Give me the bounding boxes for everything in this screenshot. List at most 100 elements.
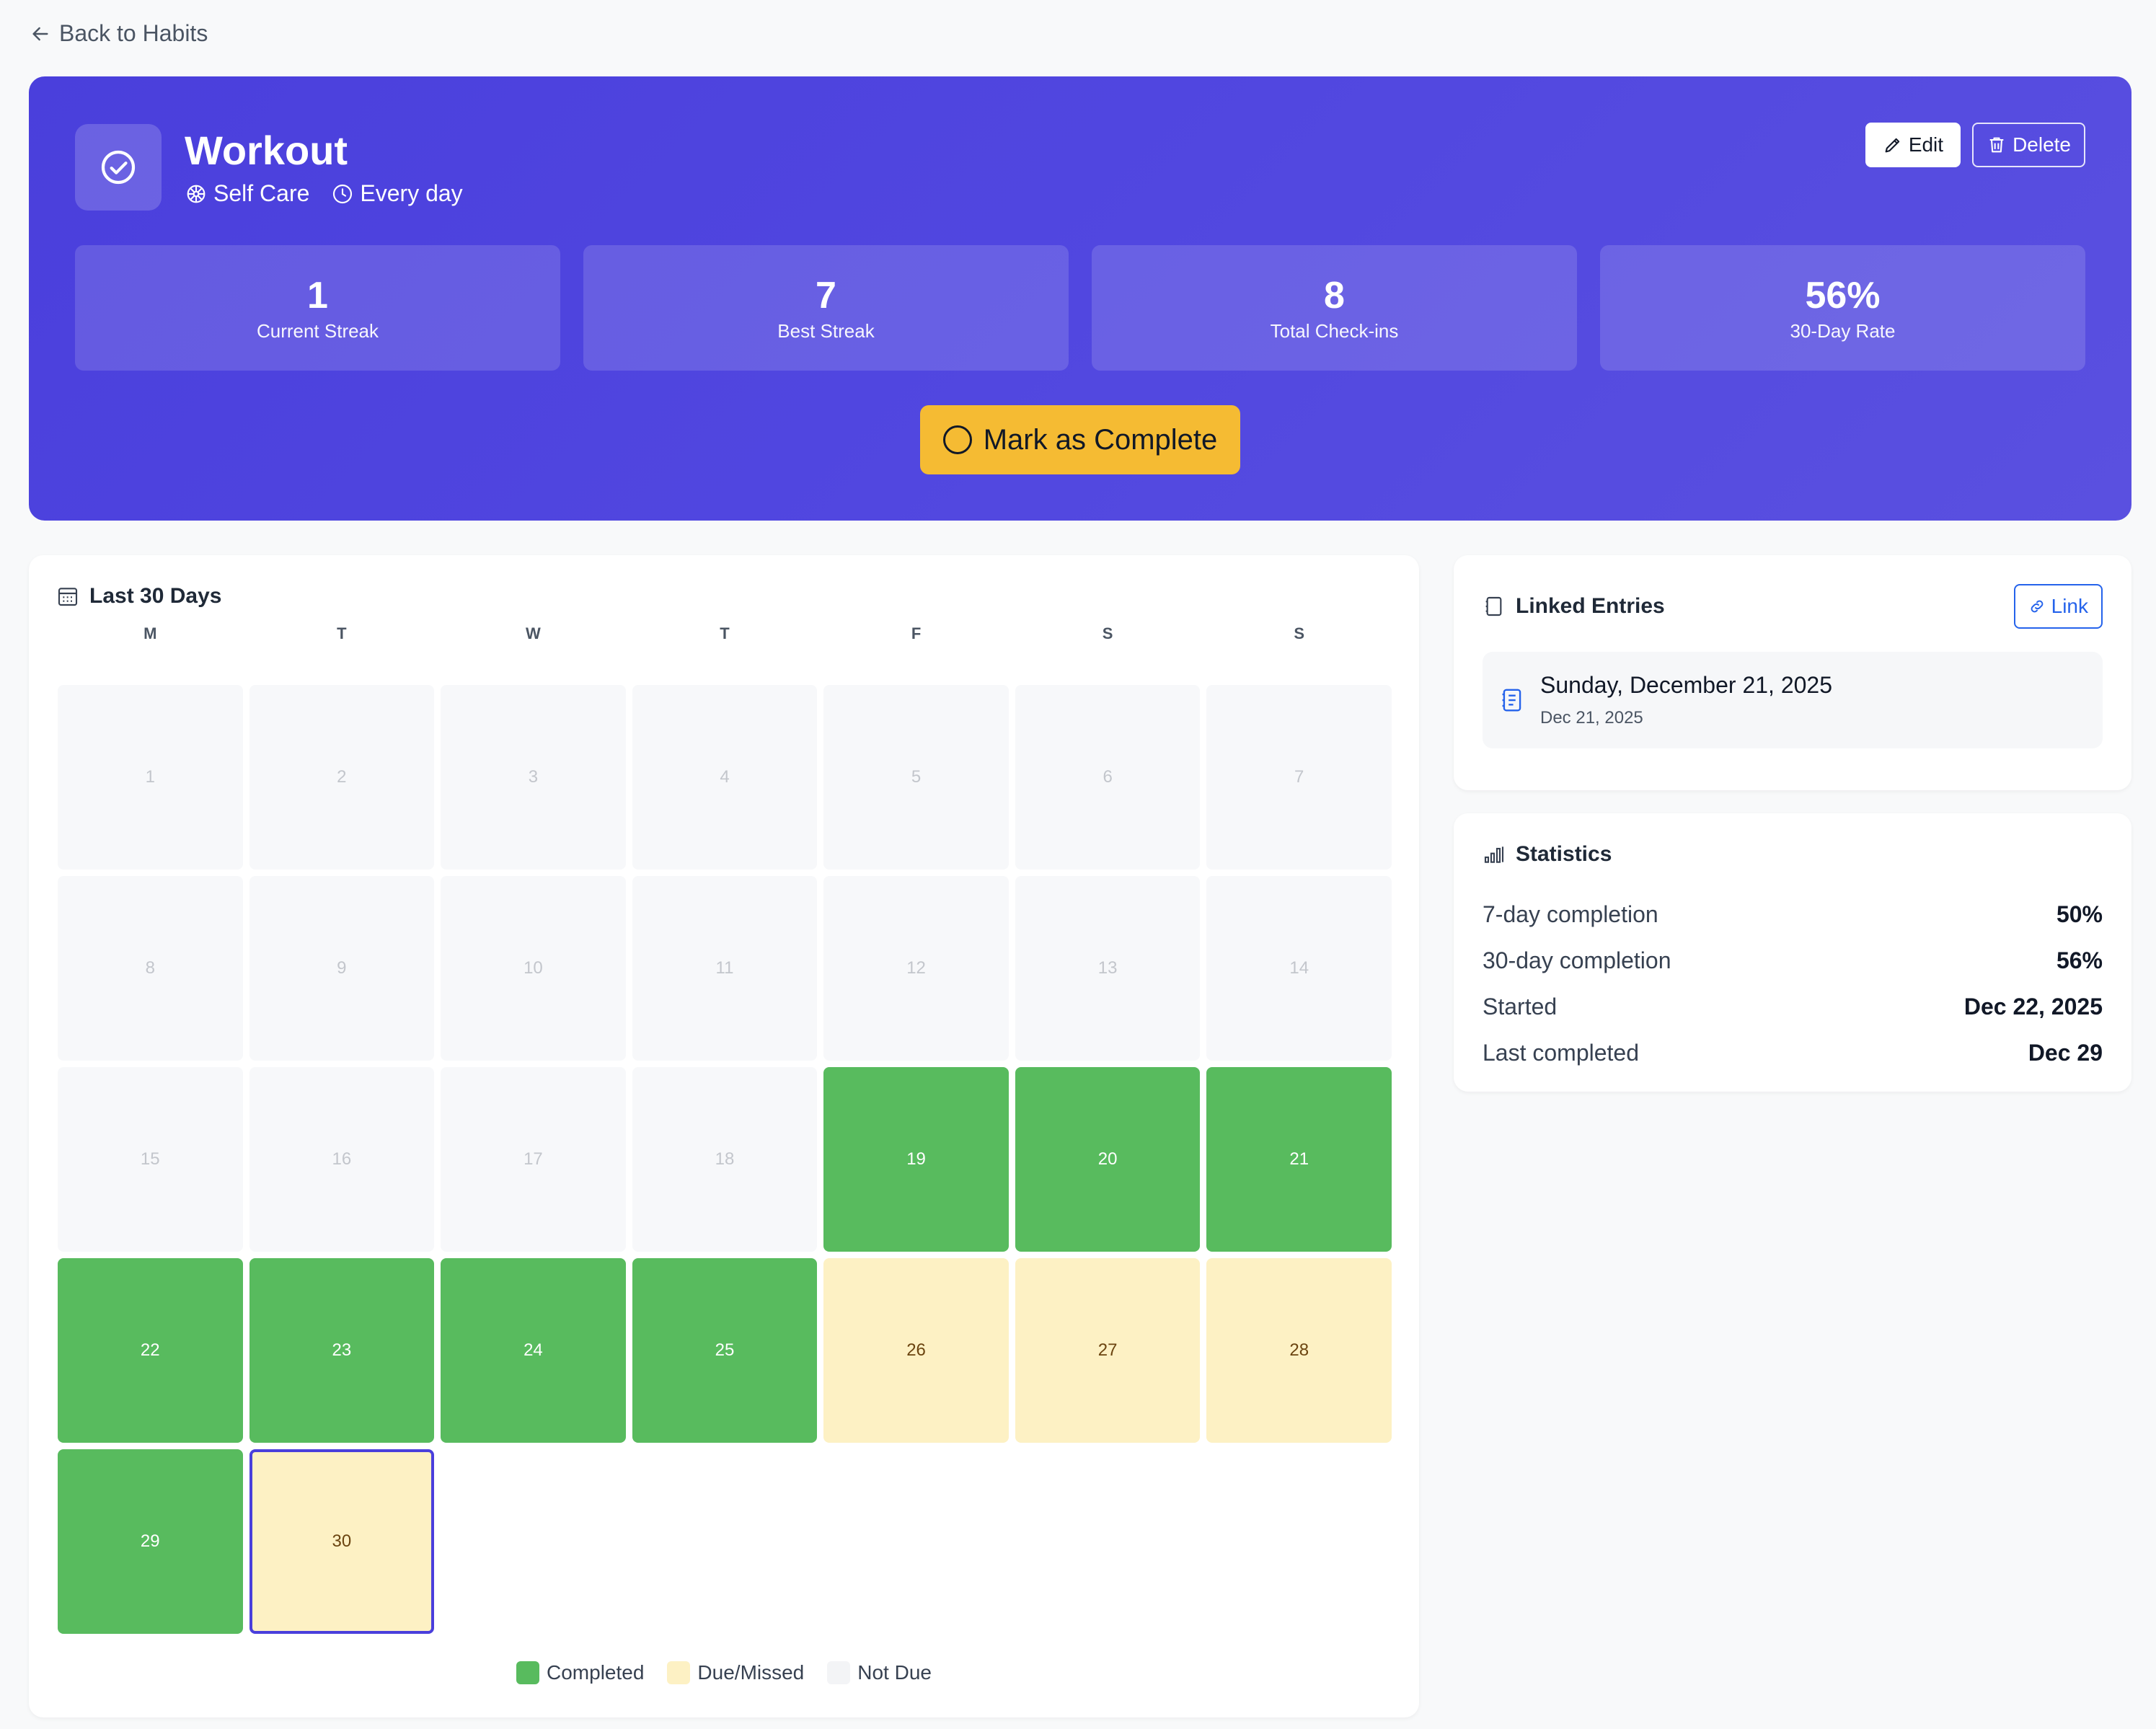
calendar-title: Last 30 Days <box>56 584 221 609</box>
weekday-label: F <box>911 624 922 642</box>
stat-val: Dec 22, 2025 <box>1963 993 2103 1020</box>
statistics-title-text: Statistics <box>1516 842 1612 866</box>
pencil-icon <box>1885 138 1900 153</box>
legend-label: Due/Missed <box>697 1661 805 1684</box>
legend-label: Not Due <box>857 1661 932 1684</box>
stat-label: 30-Day Rate <box>1790 319 1896 342</box>
stat-total-checkins: 8 Total Check-ins <box>1092 245 1577 371</box>
habit-title: Workout <box>185 128 348 173</box>
weekday-label: S <box>1102 624 1113 642</box>
linked-entries-card: Linked Entries Link Sunday, December 21,… <box>1454 555 2131 790</box>
statistics-list: 7-day completion 50% 30-day completion 5… <box>1483 891 2103 1076</box>
statistics-card: Statistics 7-day completion 50% 30-day c… <box>1454 813 2131 1092</box>
entry-title: Sunday, December 21, 2025 <box>1540 672 1832 698</box>
category-badge: Self Care <box>185 180 309 207</box>
delete-button[interactable]: Delete <box>1972 123 2085 167</box>
statistics-title: Statistics <box>1483 842 1612 867</box>
stat-value: 1 <box>307 274 328 317</box>
calendar-day-22[interactable]: 22 <box>58 1258 243 1443</box>
weekday-label: S <box>1294 624 1305 642</box>
flower-icon <box>187 185 206 203</box>
legend-missed: Due/Missed <box>667 1661 804 1684</box>
calendar-day-17[interactable]: 17 <box>441 1067 626 1252</box>
calendar-day-12[interactable]: 12 <box>823 876 1009 1061</box>
weekday-label: M <box>143 624 157 642</box>
stat-label: Current Streak <box>256 319 379 342</box>
calendar-day-30[interactable]: 30 <box>249 1449 435 1634</box>
calendar-day-1[interactable]: 1 <box>58 685 243 870</box>
back-to-habits-link[interactable]: Back to Habits <box>29 20 208 47</box>
calendar-day-28[interactable]: 28 <box>1206 1258 1392 1443</box>
linked-entry[interactable]: Sunday, December 21, 2025 Dec 21, 2025 <box>1483 652 2103 748</box>
link-button[interactable]: Link <box>2013 584 2103 629</box>
weekday-label: T <box>337 624 347 642</box>
calendar-day-29[interactable]: 29 <box>58 1449 243 1634</box>
delete-label: Delete <box>2013 133 2071 156</box>
entry-date: Dec 21, 2025 <box>1540 708 1643 728</box>
calendar-day-15[interactable]: 15 <box>58 1067 243 1252</box>
calendar-day-21[interactable]: 21 <box>1206 1067 1392 1252</box>
calendar-day-27[interactable]: 27 <box>1015 1258 1201 1443</box>
habit-actions: Edit Delete <box>1865 123 2085 167</box>
edit-button[interactable]: Edit <box>1865 123 1961 167</box>
clock-icon <box>333 184 353 203</box>
frequency-badge: Every day <box>331 180 463 207</box>
weekday-label: W <box>526 624 541 642</box>
linked-entries-title-text: Linked Entries <box>1516 594 1665 618</box>
calendar-day-25[interactable]: 25 <box>632 1258 818 1443</box>
stat-key: 7-day completion <box>1483 901 1658 927</box>
link-icon <box>2031 600 2043 613</box>
calendar-day-14[interactable]: 14 <box>1206 876 1392 1061</box>
stat-current-streak: 1 Current Streak <box>75 245 560 371</box>
calendar-day-10[interactable]: 10 <box>441 876 626 1061</box>
weekday-label: T <box>720 624 730 642</box>
calendar-day-2[interactable]: 2 <box>249 685 435 870</box>
stat-label: Total Check-ins <box>1270 319 1399 342</box>
legend-swatch-not-due <box>827 1661 851 1684</box>
stat-key: Started <box>1483 993 1558 1020</box>
calendar-day-24[interactable]: 24 <box>441 1258 626 1443</box>
calendar-grid: 1 2 3 4 5 6 7 8 9 10 11 12 13 14 15 16 17 18 19 20 21 22 23 24 2… <box>58 685 1392 1634</box>
calendar-day-23[interactable]: 23 <box>249 1258 435 1443</box>
calendar-day-13[interactable]: 13 <box>1015 876 1201 1061</box>
legend-swatch-missed <box>667 1661 691 1684</box>
empty-circle-icon <box>942 425 972 454</box>
trash-icon <box>1989 137 2004 153</box>
calendar-day-4[interactable]: 4 <box>632 685 818 870</box>
calendar-day-5[interactable]: 5 <box>823 685 1009 870</box>
calendar-icon <box>58 588 78 606</box>
link-label: Link <box>2051 595 2088 617</box>
habit-icon <box>75 124 162 211</box>
stat-val: 50% <box>2056 901 2103 927</box>
calendar-legend: Completed Due/Missed Not Due <box>29 1661 1419 1684</box>
stat-30-day-rate: 56% 30-Day Rate <box>1600 245 2085 371</box>
calendar-day-11[interactable]: 11 <box>632 876 818 1061</box>
stat-value: 8 <box>1324 274 1345 317</box>
stat-row: 30-day completion 56% <box>1483 937 2103 983</box>
bar-chart-icon <box>1484 846 1504 863</box>
mark-complete-label: Mark as Complete <box>983 423 1218 456</box>
habit-meta: Self Care Every day <box>185 180 463 207</box>
calendar-day-8[interactable]: 8 <box>58 876 243 1061</box>
summary-stats: 1 Current Streak 7 Best Streak 8 Total C… <box>75 245 2085 371</box>
legend-completed: Completed <box>516 1661 644 1684</box>
calendar-day-6[interactable]: 6 <box>1015 685 1201 870</box>
stat-row: Started Dec 22, 2025 <box>1483 983 2103 1030</box>
legend-label: Completed <box>547 1661 645 1684</box>
calendar-day-16[interactable]: 16 <box>249 1067 435 1252</box>
arrow-left-icon <box>32 27 48 40</box>
mark-complete-button[interactable]: Mark as Complete <box>920 405 1240 474</box>
calendar-day-9[interactable]: 9 <box>249 876 435 1061</box>
calendar-day-18[interactable]: 18 <box>632 1067 818 1252</box>
stat-val: 56% <box>2056 947 2103 973</box>
calendar-day-20[interactable]: 20 <box>1015 1067 1201 1252</box>
calendar-day-3[interactable]: 3 <box>441 685 626 870</box>
legend-not-due: Not Due <box>827 1661 932 1684</box>
calendar-day-7[interactable]: 7 <box>1206 685 1392 870</box>
calendar-day-26[interactable]: 26 <box>823 1258 1009 1443</box>
calendar-day-19[interactable]: 19 <box>823 1067 1009 1252</box>
stat-value: 56% <box>1805 274 1881 317</box>
notebook-icon <box>1485 596 1502 616</box>
